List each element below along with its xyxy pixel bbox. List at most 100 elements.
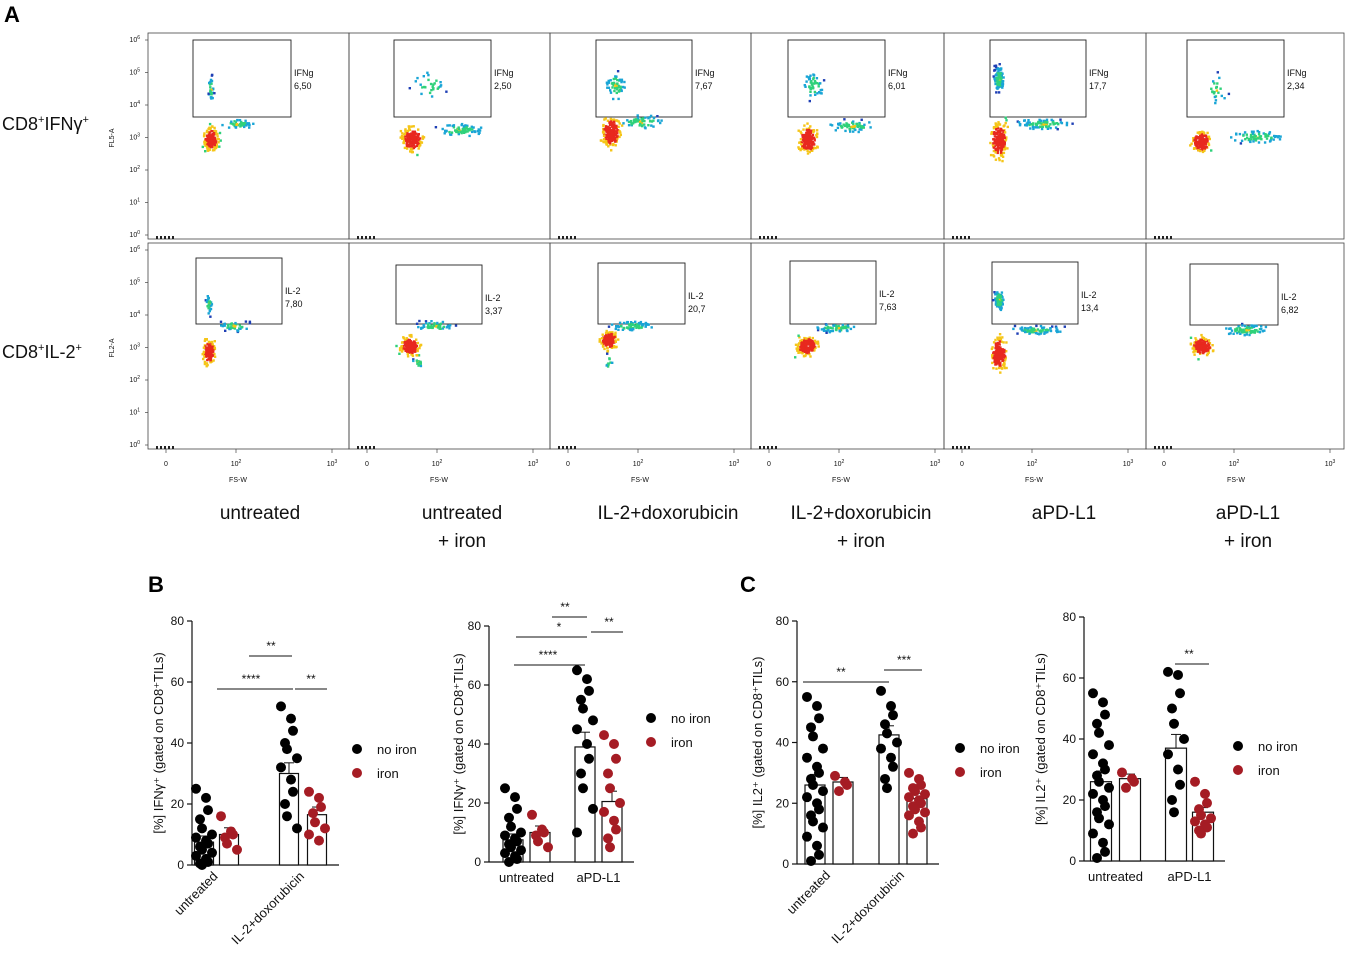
event-dot	[809, 148, 812, 151]
event-dot	[214, 141, 217, 144]
event-dot	[816, 145, 819, 148]
point-iron	[1117, 767, 1127, 778]
baseline-mark	[1166, 446, 1168, 449]
legend-label-no-iron: no iron	[671, 711, 711, 726]
event-dot	[842, 326, 846, 330]
event-dot	[869, 126, 872, 129]
point-iron	[320, 823, 330, 834]
event-dot	[401, 348, 404, 351]
y-tick-label: 105	[129, 68, 140, 77]
point-iron	[834, 786, 844, 797]
x-tick-exp: 2	[440, 459, 443, 465]
event-dot	[1046, 330, 1049, 334]
event-dot	[1194, 344, 1197, 348]
event-dot	[1249, 135, 1253, 139]
event-dot	[648, 120, 652, 123]
baseline-mark	[558, 236, 560, 239]
baseline-mark	[960, 446, 962, 449]
x-tick-label: 102	[432, 459, 443, 468]
event-dot	[801, 135, 804, 138]
event-dot	[201, 145, 204, 149]
event-dot	[206, 358, 209, 362]
event-dot	[414, 350, 417, 353]
event-dot	[1250, 326, 1254, 329]
baseline-mark	[164, 236, 166, 239]
event-dot	[1019, 327, 1022, 330]
y-tick-label: 80	[776, 614, 790, 628]
event-dot	[1002, 76, 1005, 79]
event-dot	[239, 125, 242, 128]
event-dot	[607, 136, 610, 139]
event-dot	[1189, 336, 1193, 339]
y-tick-label: 102	[129, 375, 140, 384]
event-dot	[451, 124, 454, 128]
event-dot	[614, 340, 617, 343]
event-dot	[233, 327, 236, 330]
event-dot	[205, 362, 209, 365]
event-dot	[1239, 332, 1242, 335]
event-dot	[803, 124, 806, 127]
event-dot	[801, 345, 805, 348]
event-dot	[1264, 133, 1267, 136]
event-dot	[604, 117, 607, 120]
event-dot	[408, 87, 411, 90]
event-dot	[441, 320, 445, 324]
event-dot	[1227, 332, 1231, 336]
event-dot	[609, 91, 613, 94]
gate-value: 20,7	[688, 304, 706, 314]
event-dot	[804, 354, 807, 358]
flow-plot-frame	[1145, 32, 1345, 240]
event-dot	[850, 125, 853, 129]
event-dot	[1001, 296, 1004, 299]
event-dot	[995, 348, 998, 351]
event-dot	[600, 139, 603, 142]
baseline-mark	[566, 236, 568, 239]
event-dot	[209, 126, 212, 129]
event-dot	[223, 324, 226, 327]
event-dot	[202, 357, 205, 361]
x-tick-exp: 2	[641, 459, 644, 465]
event-dot	[827, 329, 830, 332]
event-dot	[450, 131, 454, 134]
event-dot	[808, 336, 811, 339]
y-tick-label: 80	[468, 619, 482, 633]
event-dot	[802, 128, 805, 131]
event-dot	[1230, 136, 1233, 139]
event-dot	[852, 120, 855, 123]
event-dot	[1003, 147, 1007, 150]
point-no-iron	[1104, 740, 1114, 751]
gate-value: 3,37	[485, 306, 503, 316]
event-dot	[813, 345, 816, 348]
event-dot	[1201, 337, 1205, 340]
gate-box	[597, 262, 686, 325]
event-dot	[794, 343, 798, 346]
event-dot	[996, 72, 1000, 75]
event-dot	[604, 344, 608, 347]
point-iron	[1206, 813, 1216, 824]
event-dot	[634, 120, 637, 124]
event-dot	[434, 126, 438, 129]
event-dot	[413, 130, 417, 133]
event-dot	[429, 82, 433, 86]
event-dot	[1252, 330, 1255, 333]
event-dot	[207, 343, 210, 346]
event-dot	[614, 140, 617, 143]
event-dot	[1004, 139, 1007, 142]
event-dot	[1001, 142, 1004, 145]
event-dot	[598, 338, 601, 341]
event-dot	[614, 327, 617, 331]
baseline-mark	[968, 236, 970, 239]
event-dot	[996, 362, 999, 365]
point-no-iron	[814, 804, 824, 815]
event-dot	[816, 132, 819, 135]
event-dot	[811, 86, 815, 90]
x-axis-label: FS-W	[229, 477, 247, 484]
event-dot	[995, 367, 998, 370]
event-dot	[804, 337, 808, 340]
event-dot	[1026, 122, 1029, 126]
x-tick-label: 103	[930, 459, 941, 468]
category-label: IL-2+doxorubicin	[828, 868, 907, 947]
